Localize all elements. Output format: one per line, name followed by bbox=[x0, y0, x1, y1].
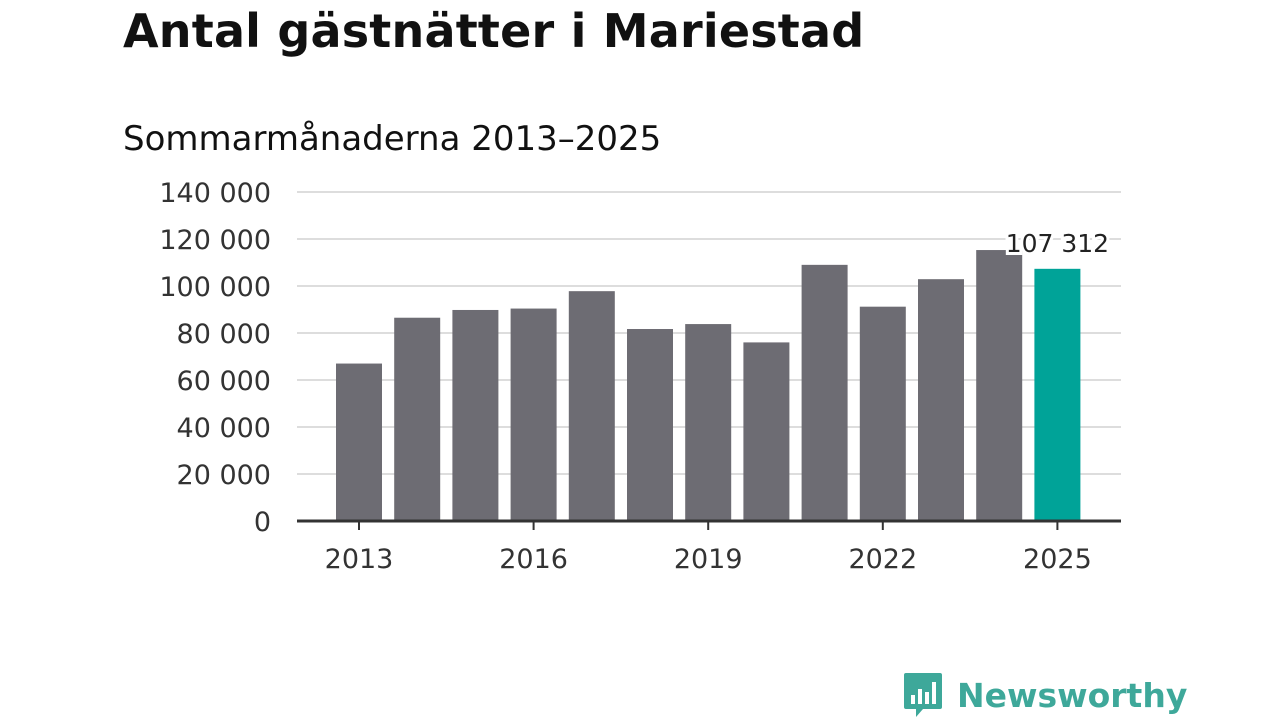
bar-2013 bbox=[336, 363, 382, 521]
y-tick-label: 20 000 bbox=[177, 460, 271, 491]
chart-title: Antal gästnätter i Mariestad bbox=[123, 4, 865, 58]
x-tick-label: 2019 bbox=[674, 544, 743, 575]
bar-chart-speech-bubble-icon bbox=[904, 673, 942, 717]
bar-2017 bbox=[568, 291, 615, 521]
bar-2018 bbox=[627, 329, 673, 521]
bar-2023 bbox=[918, 279, 964, 521]
y-tick-label: 100 000 bbox=[159, 272, 271, 303]
bar-2016 bbox=[510, 308, 557, 521]
y-tick-label: 40 000 bbox=[177, 413, 271, 444]
brand-name: Newsworthy bbox=[957, 675, 1188, 715]
bar-2020 bbox=[743, 342, 790, 521]
labels: 0 20 000 40 000 60 000 80 000 100 000 120 000 1… bbox=[159, 178, 1112, 575]
x-tick-label: 2022 bbox=[848, 544, 917, 575]
bar-2024 bbox=[976, 250, 1023, 522]
bar-2021 bbox=[801, 264, 848, 521]
brand-logo-group: Newsworthy bbox=[903, 670, 1187, 720]
bar-2022 bbox=[859, 306, 906, 521]
bar-2019 bbox=[685, 324, 732, 521]
chart-subtitle: Sommarmånaderna 2013–2025 bbox=[123, 119, 662, 159]
y-tick-label: 80 000 bbox=[177, 319, 271, 350]
bar-2025 bbox=[1034, 268, 1081, 521]
y-tick-label: 140 000 bbox=[159, 178, 271, 209]
data-label: 107 312 bbox=[1006, 229, 1109, 258]
x-tick-label: 2025 bbox=[1023, 544, 1092, 575]
x-tick-label: 2016 bbox=[499, 544, 568, 575]
bar-2014 bbox=[394, 317, 441, 521]
x-tick-label: 2013 bbox=[325, 544, 394, 575]
y-tick-label: 60 000 bbox=[177, 366, 271, 397]
y-tick-label: 0 bbox=[254, 507, 271, 538]
axes bbox=[297, 519, 1121, 530]
bar-2015 bbox=[452, 309, 499, 521]
bar-chart: 0 20 000 40 000 60 000 80 000 100 000 120 000 1… bbox=[159, 178, 1121, 575]
y-tick-label: 120 000 bbox=[159, 225, 271, 256]
bars bbox=[336, 250, 1081, 522]
